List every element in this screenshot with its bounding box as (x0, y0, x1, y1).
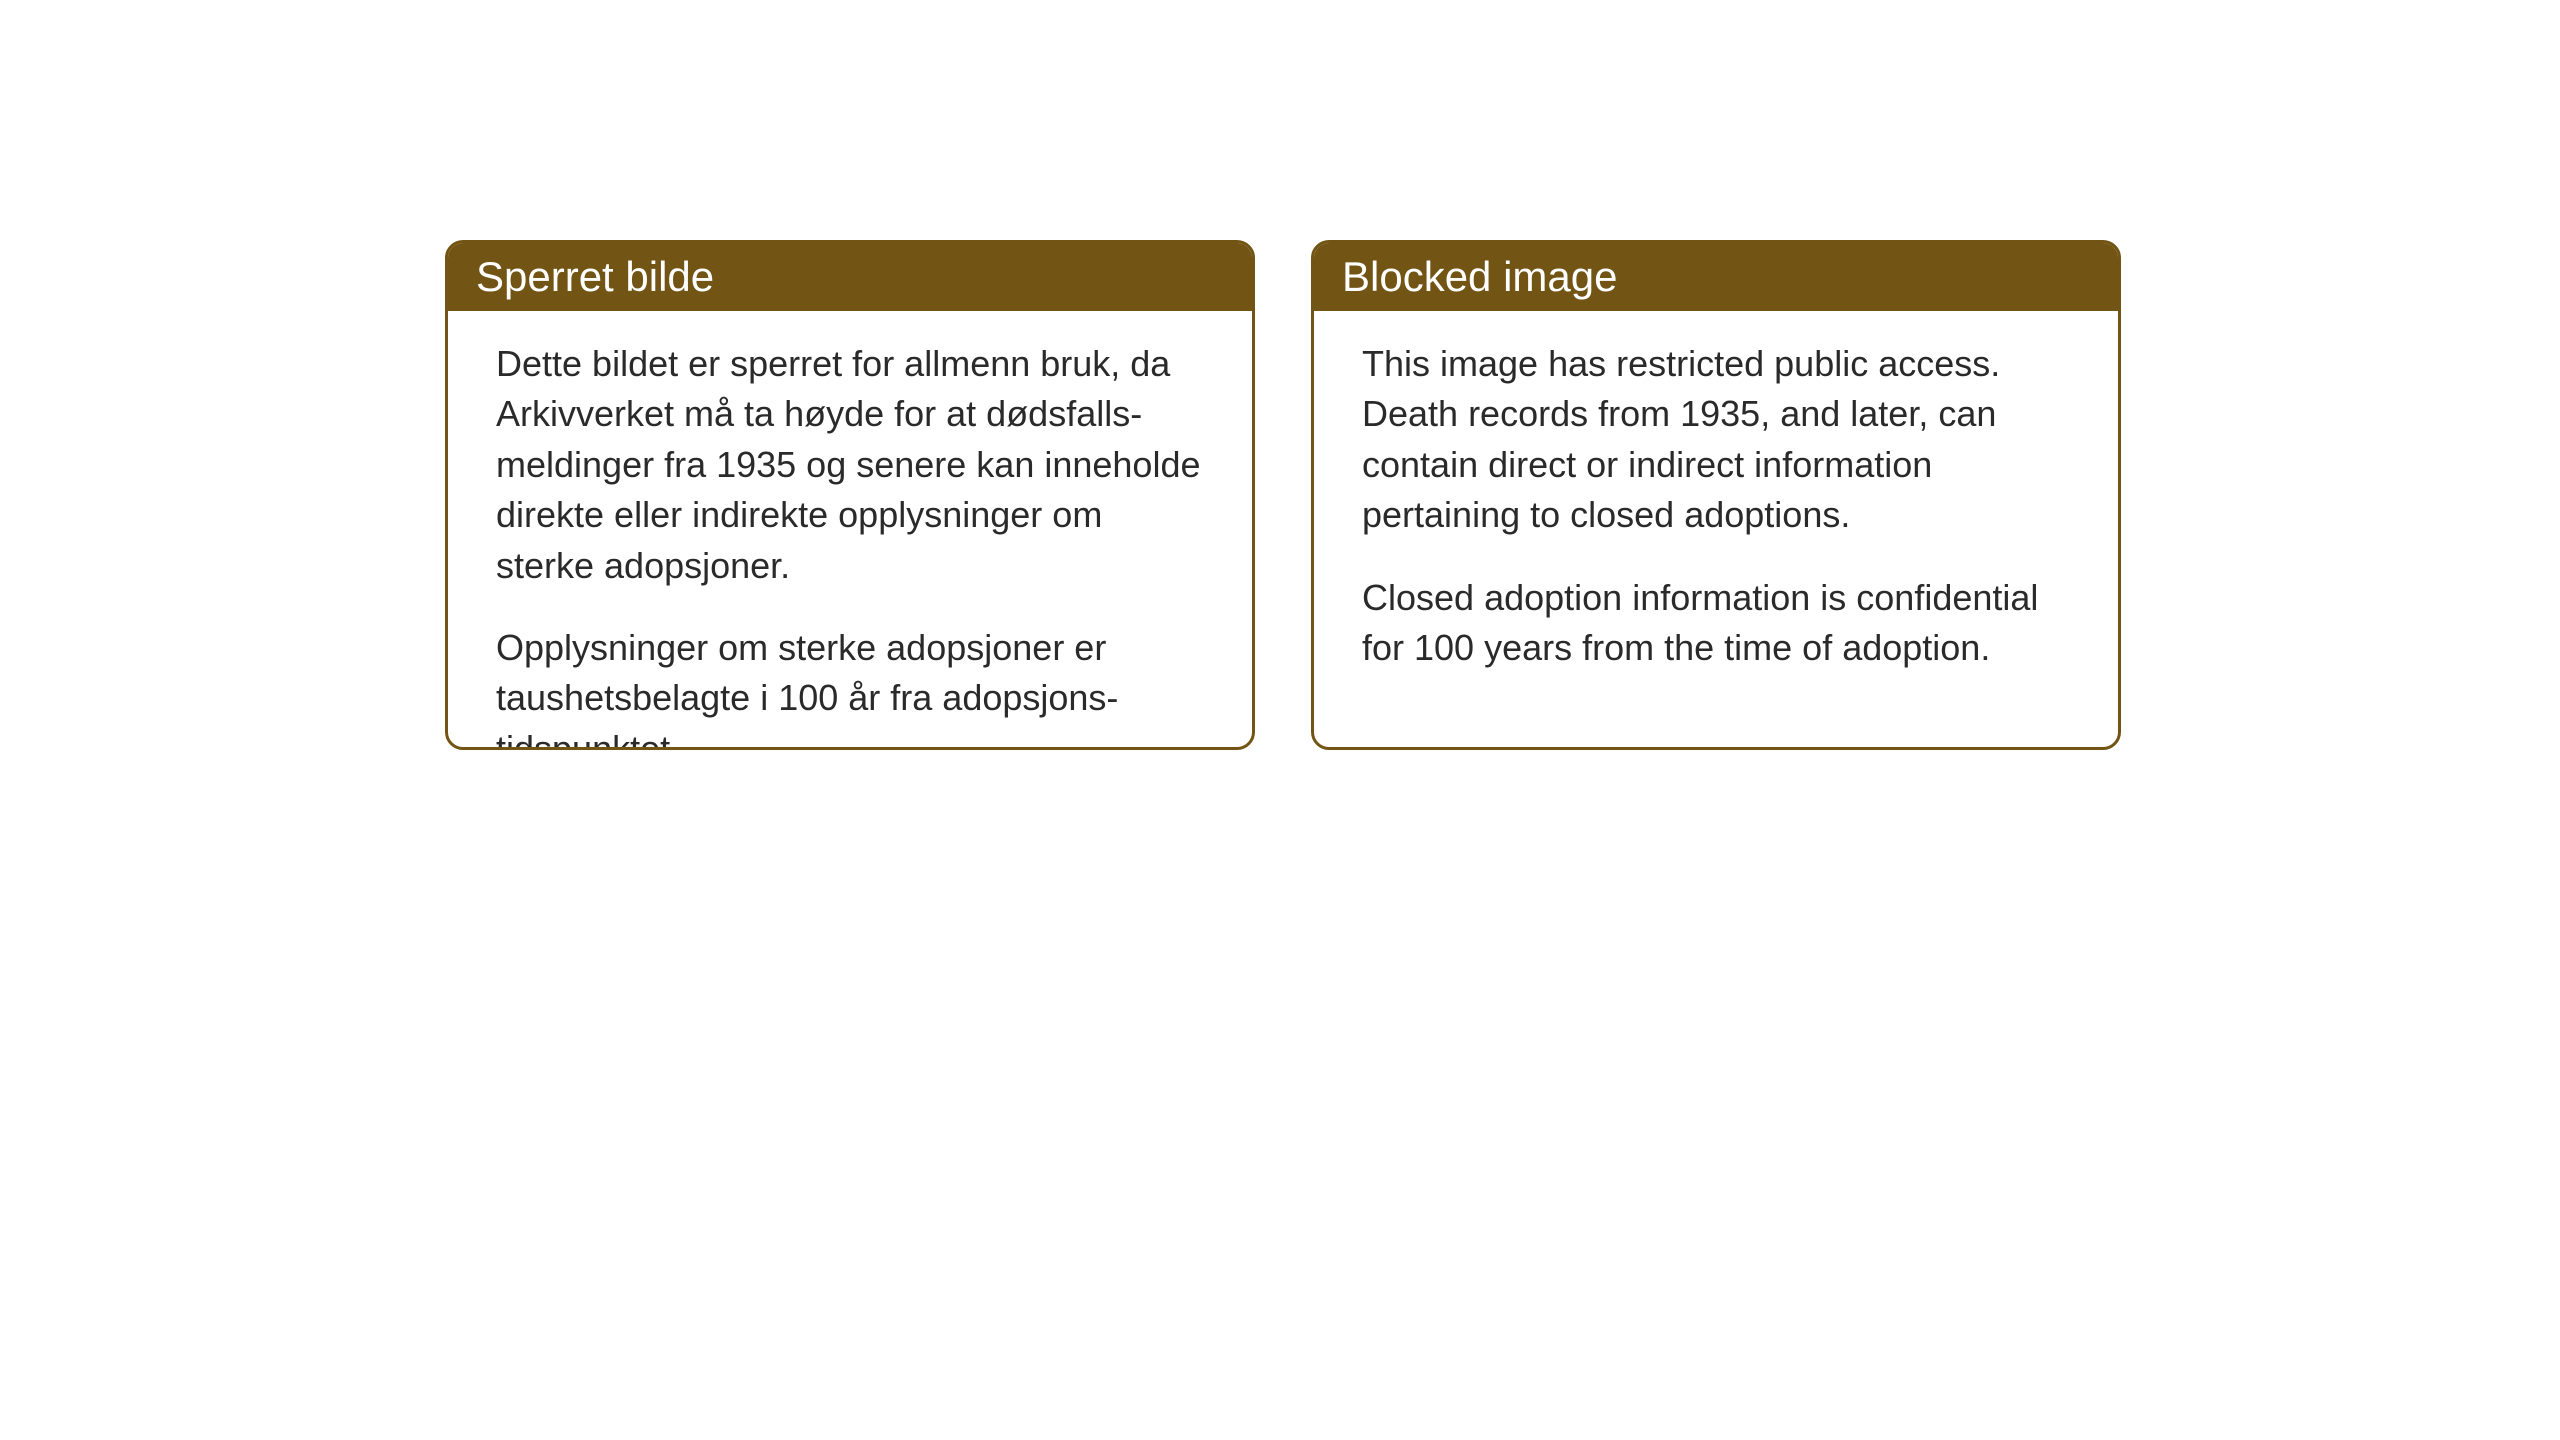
english-card: Blocked image This image has restricted … (1311, 240, 2121, 750)
cards-container: Sperret bilde Dette bildet er sperret fo… (445, 240, 2121, 750)
norwegian-card-header: Sperret bilde (448, 243, 1252, 311)
english-paragraph-1: This image has restricted public access.… (1362, 339, 2070, 541)
english-card-header: Blocked image (1314, 243, 2118, 311)
norwegian-card-body: Dette bildet er sperret for allmenn bruk… (448, 311, 1252, 750)
english-card-body: This image has restricted public access.… (1314, 311, 2118, 701)
norwegian-paragraph-1: Dette bildet er sperret for allmenn bruk… (496, 339, 1204, 591)
english-paragraph-2: Closed adoption information is confident… (1362, 573, 2070, 674)
norwegian-card: Sperret bilde Dette bildet er sperret fo… (445, 240, 1255, 750)
english-card-title: Blocked image (1342, 253, 1617, 300)
norwegian-paragraph-2: Opplysninger om sterke adopsjoner er tau… (496, 623, 1204, 750)
norwegian-card-title: Sperret bilde (476, 253, 714, 300)
